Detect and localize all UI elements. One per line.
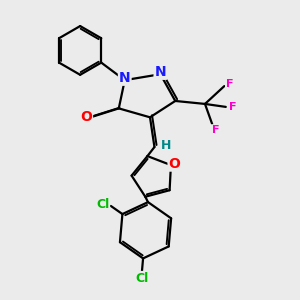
- Text: Cl: Cl: [135, 272, 148, 285]
- Text: N: N: [154, 65, 166, 79]
- Text: O: O: [169, 157, 180, 171]
- Text: Cl: Cl: [96, 198, 109, 211]
- Text: F: F: [212, 125, 219, 135]
- Text: H: H: [160, 139, 171, 152]
- Text: F: F: [229, 102, 236, 112]
- Text: O: O: [80, 110, 92, 124]
- Text: F: F: [226, 79, 233, 89]
- Text: N: N: [119, 71, 130, 85]
